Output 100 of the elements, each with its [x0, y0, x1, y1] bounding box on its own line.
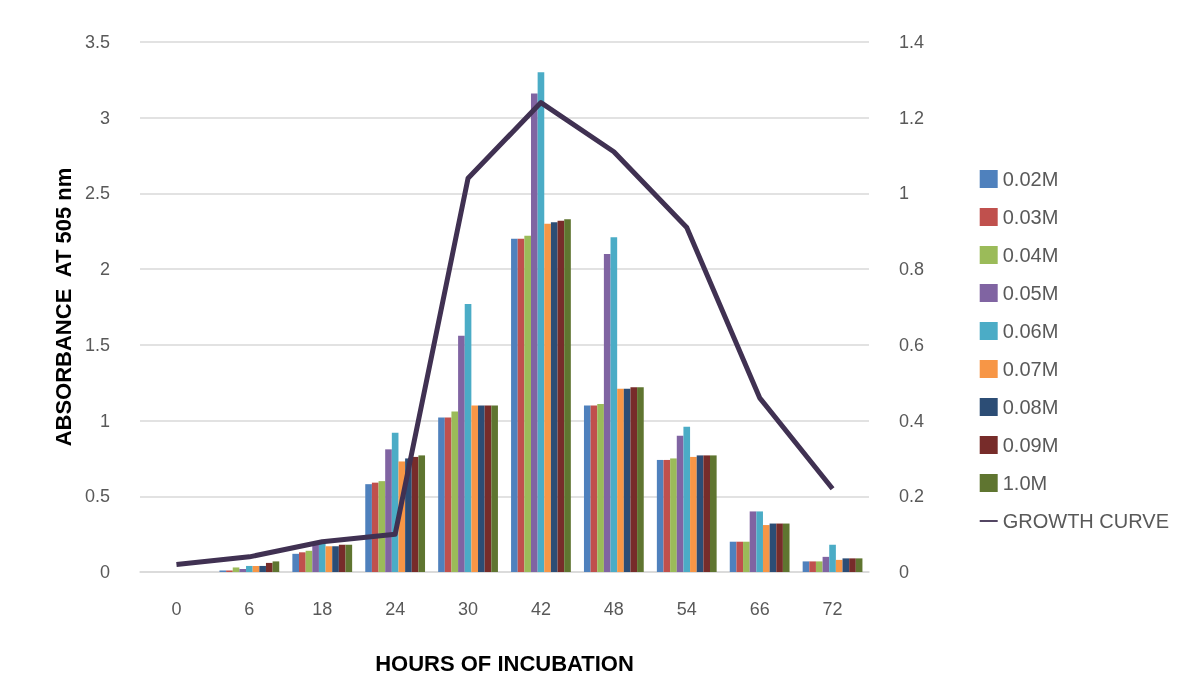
- bar: [371, 482, 379, 572]
- bar: [710, 455, 717, 572]
- x-tick-label: 24: [385, 599, 406, 619]
- x-tick-label: 30: [458, 599, 479, 619]
- x-tick-label: 66: [749, 599, 770, 619]
- bar: [696, 455, 704, 572]
- y2-tick-label: 0.6: [899, 334, 925, 355]
- legend-label: 0.02M: [1002, 168, 1059, 190]
- legend-label: GROWTH CURVE: [1002, 510, 1170, 532]
- bar: [617, 388, 624, 572]
- bar: [530, 93, 538, 572]
- legend-label: 0.07M: [1002, 358, 1059, 380]
- legend-label: 0.08M: [1002, 396, 1059, 418]
- bar: [232, 567, 240, 572]
- x-tick-label: 18: [312, 599, 333, 619]
- bar: [670, 458, 677, 572]
- y2-tick-label: 1: [899, 183, 910, 204]
- y-tick-label: 3: [99, 107, 110, 128]
- y-axis-title: ABSORBANCE AT 505 nm: [50, 167, 76, 447]
- x-tick-label: 0: [171, 599, 182, 619]
- bar: [484, 405, 492, 572]
- bar: [756, 511, 763, 572]
- bar: [782, 523, 790, 572]
- bar: [550, 222, 558, 572]
- legend-label: 0.04M: [1002, 244, 1059, 266]
- bar: [683, 426, 691, 572]
- bar: [299, 552, 306, 572]
- bar: [265, 562, 273, 572]
- bar: [762, 525, 770, 572]
- bar: [630, 387, 638, 572]
- bar: [736, 541, 744, 572]
- legend-label: 0.06M: [1002, 320, 1059, 342]
- bar: [325, 546, 333, 572]
- bar: [776, 523, 783, 572]
- bar: [583, 405, 591, 572]
- bar: [272, 561, 280, 572]
- bar: [438, 417, 445, 572]
- bar: [511, 238, 518, 572]
- bar: [345, 544, 353, 572]
- bar: [802, 561, 810, 572]
- bar: [478, 405, 485, 572]
- bar: [749, 511, 757, 572]
- bar: [338, 544, 346, 572]
- bar: [703, 455, 710, 572]
- x-tick-label: 42: [530, 599, 551, 619]
- bar: [259, 565, 266, 572]
- bar: [471, 405, 479, 572]
- x-axis-title: HOURS OF INCUBATION: [375, 650, 634, 676]
- bar: [524, 235, 531, 572]
- bar: [729, 541, 737, 572]
- bar: [663, 459, 671, 572]
- bar: [252, 565, 260, 572]
- x-tick-label: 48: [603, 599, 624, 619]
- bar: [418, 455, 426, 572]
- legend-label: 0.05M: [1002, 282, 1059, 304]
- bar: [544, 223, 551, 572]
- y-tick-label: 0: [99, 562, 110, 582]
- bar: [564, 219, 571, 572]
- y2-tick-label: 0.4: [899, 410, 925, 431]
- bar: [597, 403, 604, 572]
- bar: [365, 484, 372, 572]
- bar: [292, 553, 299, 572]
- bar: [610, 237, 618, 572]
- bar: [464, 303, 472, 572]
- bar: [246, 565, 253, 572]
- bar: [656, 459, 664, 572]
- bar: [312, 543, 319, 572]
- bar: [815, 561, 823, 572]
- y-tick-label: 2.5: [84, 183, 110, 204]
- y-tick-label: 3.5: [84, 32, 110, 52]
- y2-tick-label: 0.8: [899, 259, 925, 280]
- y-tick-label: 2: [99, 259, 110, 280]
- bar: [809, 561, 816, 572]
- bar: [451, 411, 459, 572]
- bar: [385, 449, 392, 572]
- bar: [491, 405, 498, 572]
- y-tick-label: 1: [99, 410, 110, 431]
- legend-label: 0.09M: [1002, 434, 1059, 456]
- y2-tick-label: 0: [899, 562, 910, 582]
- x-tick-label: 54: [676, 599, 697, 619]
- bar: [690, 456, 697, 572]
- y-tick-label: 1.5: [84, 334, 110, 355]
- y2-tick-label: 0.2: [899, 486, 925, 507]
- y2-tick-label: 1.4: [899, 32, 925, 52]
- legend-label: 0.03M: [1002, 206, 1059, 228]
- bar: [637, 387, 644, 572]
- y2-tick-label: 1.2: [899, 107, 925, 128]
- bar: [557, 220, 565, 572]
- bar: [829, 544, 836, 572]
- legend-label: 1.0M: [1002, 472, 1048, 494]
- bar: [743, 541, 750, 572]
- bar: [603, 254, 611, 572]
- bar: [444, 417, 452, 572]
- bar: [458, 335, 465, 572]
- bar: [623, 388, 631, 572]
- bar: [842, 558, 850, 572]
- bar: [855, 558, 863, 572]
- x-tick-label: 6: [244, 599, 255, 619]
- bar: [835, 559, 843, 572]
- bar: [517, 238, 525, 572]
